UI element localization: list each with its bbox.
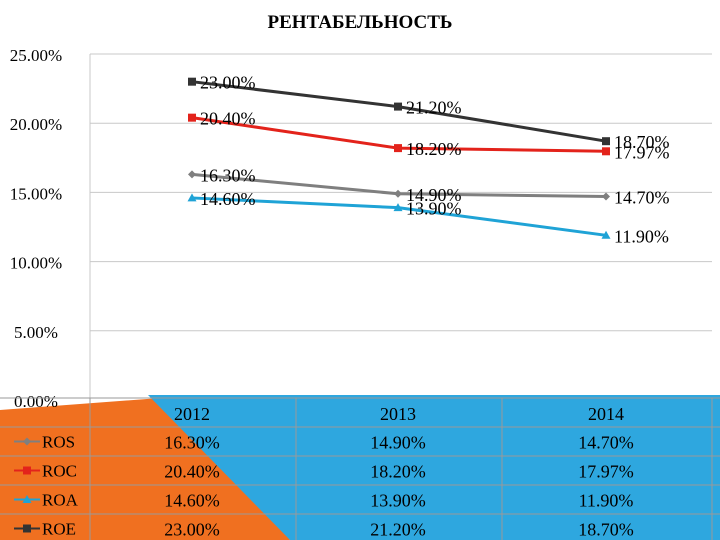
- x-category-label: 2014: [588, 404, 624, 424]
- data-label: 21.20%: [406, 98, 462, 118]
- data-table: 2012 2013 2014 ROS 16.30% 14.90% 14.70% ROC 20.4…: [0, 397, 720, 540]
- data-label: 18.70%: [614, 132, 670, 152]
- table-cell: 17.97%: [578, 462, 634, 482]
- table-cell: 20.40%: [164, 462, 220, 482]
- table-row: ROE 23.00% 21.20% 18.70%: [14, 520, 634, 540]
- x-category-label: 2013: [380, 404, 416, 424]
- y-tick-label: 0.00%: [14, 392, 58, 411]
- legend-marker: [23, 437, 31, 446]
- series-roc: 20.40% 18.20% 17.97%: [188, 109, 670, 162]
- y-tick-label: 5.00%: [14, 323, 58, 342]
- table-cell: 14.60%: [164, 491, 220, 511]
- data-label: 18.20%: [406, 139, 462, 159]
- legend-entry: ROE: [42, 520, 76, 539]
- data-label: 14.60%: [200, 189, 256, 209]
- data-point: [393, 203, 403, 212]
- table-cell: 11.90%: [579, 491, 634, 511]
- table-cell: 14.90%: [370, 433, 426, 453]
- table-cell: 13.90%: [370, 491, 426, 511]
- table-cell: 18.70%: [578, 520, 634, 540]
- legend-marker: [23, 524, 31, 533]
- blue-band-shape: [148, 395, 720, 540]
- data-label: 14.70%: [614, 188, 670, 208]
- data-label: 11.90%: [614, 226, 669, 246]
- y-tick-label: 15.00%: [10, 184, 62, 203]
- background-decoration: [0, 395, 720, 540]
- data-point: [394, 189, 402, 198]
- legend-entry: ROC: [42, 462, 77, 481]
- data-point: [394, 144, 402, 153]
- data-point: [188, 170, 196, 179]
- y-tick-label: 10.00%: [10, 254, 62, 273]
- data-label: 14.90%: [406, 185, 462, 205]
- data-point: [602, 192, 610, 201]
- data-label: 20.40%: [200, 109, 256, 129]
- x-category-label: 2012: [174, 404, 210, 424]
- legend-marker: [23, 466, 31, 475]
- legend-entry: ROA: [42, 491, 79, 510]
- data-label: 13.90%: [406, 199, 462, 219]
- data-label: 23.00%: [200, 73, 256, 93]
- chart-title: РЕНТАБЕЛЬНОСТЬ: [268, 12, 453, 33]
- y-tick-label: 20.00%: [10, 115, 62, 134]
- legend-entry: ROS: [42, 433, 75, 452]
- table-cell: 18.20%: [370, 462, 426, 482]
- table-cell: 16.30%: [164, 433, 220, 453]
- series-roe: 23.00% 21.20% 18.70%: [188, 73, 670, 152]
- data-point: [601, 230, 611, 239]
- table-row: ROC 20.40% 18.20% 17.97%: [14, 462, 634, 482]
- data-point: [394, 102, 402, 111]
- series-ros: 16.30% 14.90% 14.70%: [188, 165, 670, 208]
- data-point: [188, 77, 196, 86]
- data-point: [187, 193, 197, 202]
- table-row: ROA 14.60% 13.90% 11.90%: [14, 491, 633, 511]
- data-point: [602, 147, 610, 156]
- table-row: ROS 16.30% 14.90% 14.70%: [14, 433, 634, 453]
- data-point: [188, 113, 196, 122]
- y-axis: 0.00% 5.00% 10.00% 15.00% 20.00% 25.00%: [10, 46, 91, 540]
- data-point: [602, 137, 610, 146]
- legend-marker: [22, 495, 32, 503]
- table-cell: 21.20%: [370, 520, 426, 540]
- table-cell: 23.00%: [164, 520, 220, 540]
- y-tick-label: 25.00%: [10, 46, 62, 65]
- plot-area: 16.30% 14.90% 14.70% 20.40% 18.20% 17.97% 14.6…: [187, 73, 670, 246]
- data-label: 17.97%: [614, 142, 670, 162]
- series-roa: 14.60% 13.90% 11.90%: [187, 189, 669, 246]
- data-label: 16.30%: [200, 165, 256, 185]
- table-cell: 14.70%: [578, 433, 634, 453]
